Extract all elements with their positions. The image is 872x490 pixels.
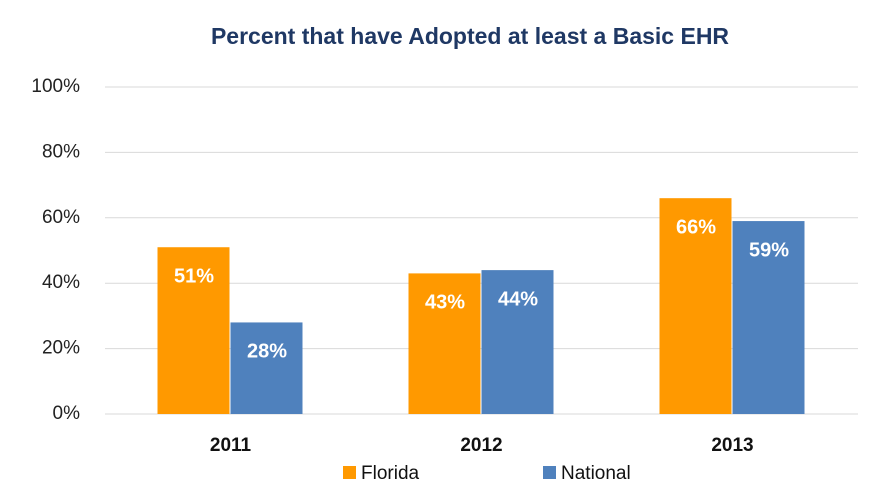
y-tick-label: 40% [42, 272, 80, 293]
y-tick-label: 80% [42, 141, 80, 162]
bar [408, 273, 481, 414]
x-tick-label: 2013 [711, 435, 753, 456]
value-label: 43% [425, 292, 465, 314]
chart-title: Percent that have Adopted at least a Bas… [211, 23, 729, 49]
y-tick-label: 100% [31, 76, 80, 97]
value-label: 59% [749, 239, 789, 261]
bar [230, 322, 303, 414]
legend-label: Florida [361, 463, 420, 484]
y-tick-label: 60% [42, 207, 80, 228]
y-tick-label: 20% [42, 338, 80, 359]
value-label: 28% [247, 341, 287, 363]
x-tick-label: 2011 [210, 435, 252, 456]
y-tick-label: 0% [53, 403, 81, 424]
bar [481, 270, 554, 414]
value-label: 44% [498, 288, 538, 310]
value-label: 51% [174, 266, 214, 288]
legend-swatch [543, 466, 556, 479]
bar [732, 221, 805, 414]
bar [659, 198, 732, 414]
value-label: 66% [676, 216, 716, 238]
legend-swatch [343, 466, 356, 479]
bar [157, 247, 230, 414]
legend-label: National [561, 463, 631, 484]
x-tick-label: 2012 [460, 435, 502, 456]
